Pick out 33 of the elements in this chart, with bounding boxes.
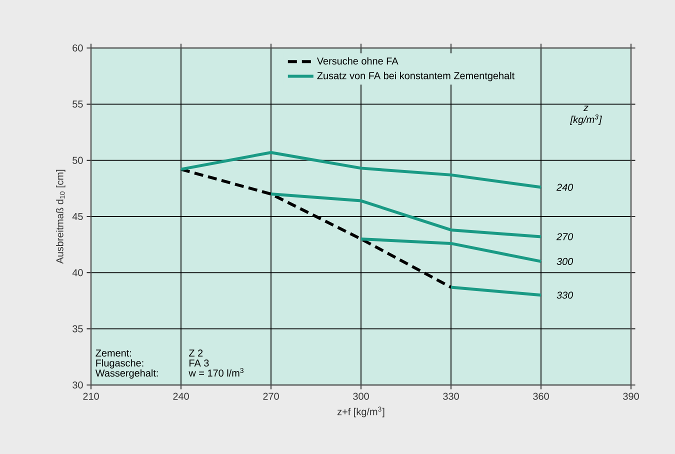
y-tick-label: 50 — [72, 156, 83, 164]
legend-label: Versuche ohne FA — [316, 57, 398, 65]
annotation: FA 3 — [190, 360, 209, 367]
annotation: w = 170 l/m$^{3}$ — [188, 368, 244, 377]
line-series — [180, 150, 542, 189]
x-tick-label: 270 — [263, 392, 279, 400]
y-tick-label: 30 — [72, 381, 83, 389]
x-tick-label: 390 — [623, 392, 639, 400]
annotation: z — [583, 106, 588, 112]
y-tick-label: 35 — [72, 325, 83, 332]
annotation: 330 — [556, 292, 574, 299]
annotation: Zement: — [96, 350, 132, 357]
y-tick-label: 45 — [72, 213, 83, 220]
legend-label: Zusatz von FA bei konstantem Zementgehalt — [317, 72, 515, 82]
annotation: Wassergehalt: — [95, 369, 158, 379]
annotation: 270 — [556, 233, 574, 240]
annotation: Z 2 — [189, 350, 203, 356]
annotation: 240 — [556, 184, 574, 191]
annotation: Flugasche: — [96, 359, 144, 369]
x-tick-label: 360 — [533, 392, 549, 400]
x-tick-label: 210 — [83, 392, 99, 400]
x-tick-label: 300 — [353, 392, 369, 400]
annotation: 300 — [556, 258, 574, 265]
x-axis-title: z+f [kg/m$^{3}$] — [337, 406, 384, 418]
y-tick-label: 60 — [72, 44, 83, 52]
x-tick-label: 240 — [173, 392, 189, 400]
y-tick-label: 40 — [72, 269, 83, 276]
y-axis-title: Ausbreitmaß d$_{10}$ [cm] — [56, 170, 66, 264]
annotation: [kg/m$^{3}$] — [570, 114, 602, 126]
x-tick-label: 330 — [443, 392, 459, 400]
line-series — [180, 168, 452, 289]
line-series — [270, 192, 542, 238]
y-tick-label: 55 — [72, 100, 83, 108]
